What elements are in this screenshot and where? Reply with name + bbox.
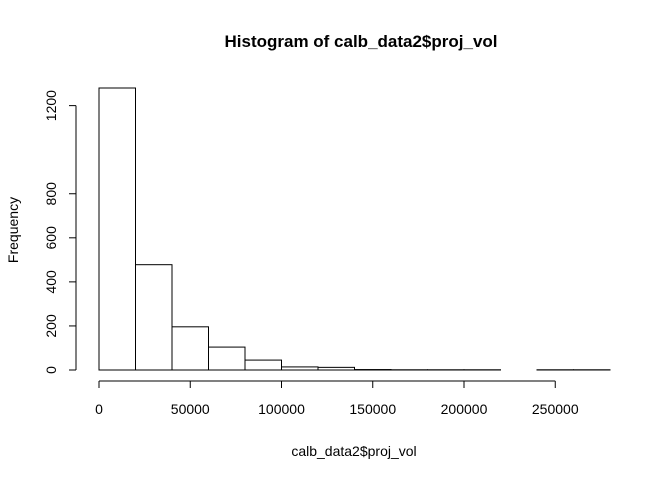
chart-title: Histogram of calb_data2$proj_vol <box>224 32 497 51</box>
x-tick-label: 250000 <box>532 401 579 417</box>
histogram-bar <box>208 346 246 371</box>
y-tick-label: 400 <box>43 270 59 294</box>
histogram-bar <box>244 359 282 371</box>
histogram-bar <box>98 87 136 371</box>
histogram-bar <box>281 366 319 371</box>
y-tick-label: 800 <box>43 182 59 206</box>
y-tick-label: 1200 <box>43 90 59 121</box>
x-tick-label: 50000 <box>171 401 210 417</box>
y-tick-label: 600 <box>43 226 59 250</box>
histogram-bar <box>135 264 173 371</box>
histogram-bar <box>171 326 209 371</box>
y-axis: 0 200 400 600 800 1200 <box>43 90 77 374</box>
x-tick-label: 0 <box>95 401 103 417</box>
x-tick-label: 200000 <box>441 401 488 417</box>
bars-group <box>98 87 611 371</box>
x-axis: 0 50000 100000 150000 200000 250000 <box>95 380 579 417</box>
y-axis-label: Frequency <box>5 197 21 263</box>
histogram-bar <box>317 366 355 371</box>
x-axis-label: calb_data2$proj_vol <box>291 443 416 459</box>
x-tick-label: 150000 <box>349 401 396 417</box>
x-tick-label: 100000 <box>258 401 305 417</box>
y-tick-label: 0 <box>43 366 59 374</box>
y-tick-label: 200 <box>43 314 59 338</box>
